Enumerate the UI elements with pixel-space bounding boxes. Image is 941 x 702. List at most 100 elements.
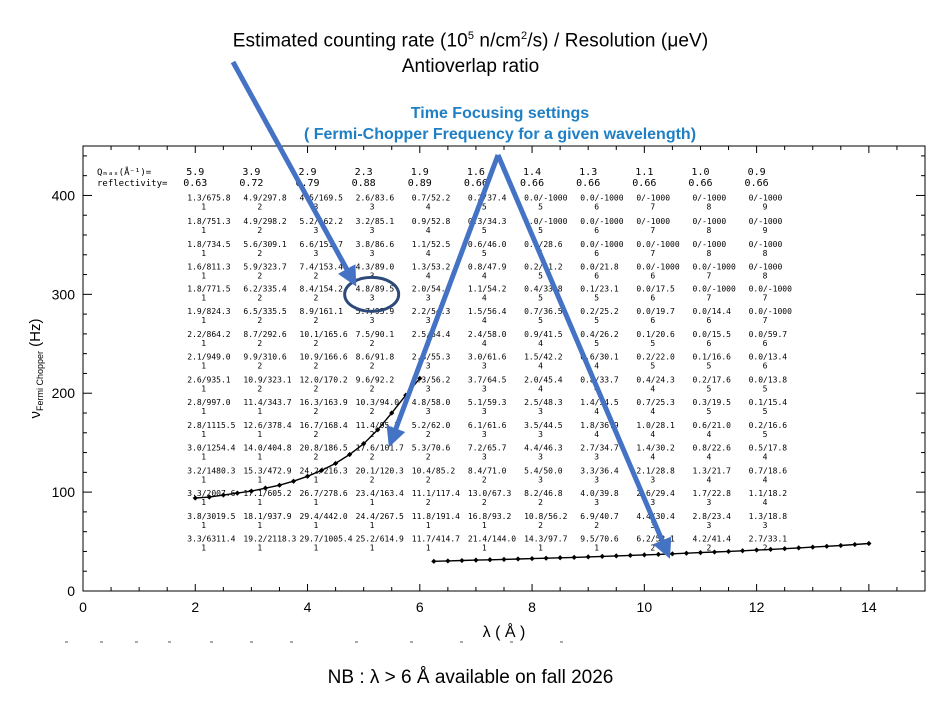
grid-antioverlap: 2: [538, 498, 543, 507]
grid-rate-resolution: 20.8/186.5: [300, 444, 348, 453]
y-tick-label: 0: [67, 583, 75, 599]
grid-rate-resolution: 0.0/-1000: [692, 263, 736, 272]
grid-antioverlap: 3: [370, 202, 375, 211]
grid-antioverlap: 1: [370, 544, 375, 553]
grid-rate-resolution: 10.9/166.6: [300, 353, 348, 362]
grid-rate-resolution: 4.5/169.5: [300, 193, 344, 202]
series-point: [796, 545, 802, 551]
grid-rate-resolution: 6.2/335.4: [243, 284, 287, 293]
grid-antioverlap: 4: [482, 339, 487, 348]
grid-antioverlap: 5: [706, 362, 711, 371]
grid-antioverlap: 6: [594, 202, 599, 211]
grid-rate-resolution: 0/-1000: [692, 240, 726, 249]
grid-antioverlap: 4: [706, 430, 711, 439]
grid-rate-resolution: 3.3/6311.4: [187, 535, 235, 544]
qmax-value: 1.0: [691, 167, 709, 178]
series-point: [220, 492, 226, 498]
grid-antioverlap: 5: [650, 362, 655, 371]
grid-antioverlap: 4: [538, 339, 543, 348]
grid-antioverlap: 8: [763, 272, 768, 281]
grid-antioverlap: 5: [594, 316, 599, 325]
grid-rate-resolution: 0.0/17.5: [636, 284, 675, 293]
grid-antioverlap: 1: [201, 316, 206, 325]
series-point: [333, 460, 339, 467]
grid-antioverlap: 2: [257, 362, 262, 371]
grid-rate-resolution: 11.8/191.4: [412, 512, 460, 521]
grid-rate-resolution: 0.0/14.4: [692, 307, 731, 316]
grid-rate-resolution: 0.5/17.8: [749, 444, 788, 453]
grid-antioverlap: 2: [538, 521, 543, 530]
grid-rate-resolution: 0/-1000: [692, 193, 726, 202]
y-axis-label: νFermi Chopper (Hz): [27, 318, 45, 418]
grid-antioverlap: 2: [370, 453, 375, 462]
grid-antioverlap: 3: [594, 453, 599, 462]
grid-rate-resolution: 17.6/101.7: [356, 444, 404, 453]
grid-rate-resolution: 1.8/734.5: [187, 240, 231, 249]
grid-antioverlap: 2: [314, 316, 319, 325]
reflectivity-value: 0.66: [464, 178, 488, 189]
x-tick-label: 10: [637, 599, 653, 615]
grid-rate-resolution: 11.4/343.7: [243, 398, 291, 407]
series-point: [810, 544, 816, 550]
grid-antioverlap: 1: [594, 544, 599, 553]
grid-rate-resolution: 4.4/30.4: [636, 512, 675, 521]
reflectivity-header-label: reflectivity=: [97, 179, 168, 189]
grid-antioverlap: 2: [482, 475, 487, 484]
grid-rate-resolution: 2.8/55.3: [412, 353, 451, 362]
y-tick-label: 200: [52, 385, 76, 401]
grid-rate-resolution: 10.4/85.2: [412, 466, 456, 475]
grid-rate-resolution: 2.8/1115.5: [187, 421, 235, 430]
grid-rate-resolution: 1.9/824.3: [187, 307, 231, 316]
grid-rate-resolution: 10.9/323.1: [243, 375, 291, 384]
qmax-value: 2.9: [299, 167, 317, 178]
grid-rate-resolution: 8.7/292.6: [243, 330, 287, 339]
grid-rate-resolution: 1.1/52.5: [412, 240, 451, 249]
grid-rate-resolution: 0.0/-1000: [580, 217, 624, 226]
grid-antioverlap: 4: [426, 202, 431, 211]
grid-antioverlap: 1: [201, 384, 206, 393]
y-axis-label-unit: (Hz): [27, 318, 44, 351]
grid-antioverlap: 5: [594, 339, 599, 348]
grid-antioverlap: 1: [201, 498, 206, 507]
grid-rate-resolution: 4.8/89.5: [356, 284, 395, 293]
grid-antioverlap: 1: [538, 544, 543, 553]
grid-antioverlap: 9: [763, 226, 768, 235]
grid-antioverlap: 1: [314, 521, 319, 530]
grid-antioverlap: 3: [370, 226, 375, 235]
grid-antioverlap: 1: [201, 249, 206, 258]
grid-antioverlap: 2: [314, 293, 319, 302]
grid-antioverlap: 1: [201, 339, 206, 348]
grid-antioverlap: 2: [370, 407, 375, 416]
series-point: [697, 550, 704, 556]
grid-antioverlap: 6: [594, 249, 599, 258]
x-axis-label: λ ( Å ): [483, 622, 526, 641]
grid-rate-resolution: 3.5/44.5: [524, 421, 563, 430]
grid-rate-resolution: 2.7/34.7: [580, 444, 619, 453]
reflectivity-value: 0.66: [520, 178, 544, 189]
series-point: [543, 555, 549, 561]
grid-rate-resolution: 25.2/614.9: [356, 535, 404, 544]
reflectivity-value: 0.66: [745, 178, 769, 189]
grid-rate-resolution: 2.6/83.6: [356, 193, 395, 202]
y-tick-label: 400: [52, 187, 76, 203]
series-point: [739, 548, 746, 554]
x-tick-label: 2: [191, 599, 199, 615]
grid-antioverlap: 5: [482, 226, 487, 235]
grid-rate-resolution: 0.0/59.7: [749, 330, 788, 339]
grid-rate-resolution: 3.3/36.4: [580, 466, 619, 475]
qmax-value: 1.6: [467, 167, 485, 178]
y-axis-label-symbol: ν: [27, 411, 44, 419]
series-point: [599, 553, 605, 559]
grid-antioverlap: 4: [594, 407, 599, 416]
grid-antioverlap: 7: [650, 202, 655, 211]
time-focusing-title: Time Focusing settings: [410, 105, 590, 122]
grid-antioverlap: 5: [706, 407, 711, 416]
grid-rate-resolution: 8.4/71.0: [468, 466, 507, 475]
grid-rate-resolution: 3.2/1480.3: [187, 466, 235, 475]
grid-rate-resolution: 0/-1000: [749, 240, 783, 249]
grid-antioverlap: 2: [706, 544, 711, 553]
reflectivity-value: 0.66: [688, 178, 712, 189]
grid-rate-resolution: 1.8/771.5: [187, 284, 231, 293]
title-line1-part-b: n/cm: [474, 30, 521, 52]
